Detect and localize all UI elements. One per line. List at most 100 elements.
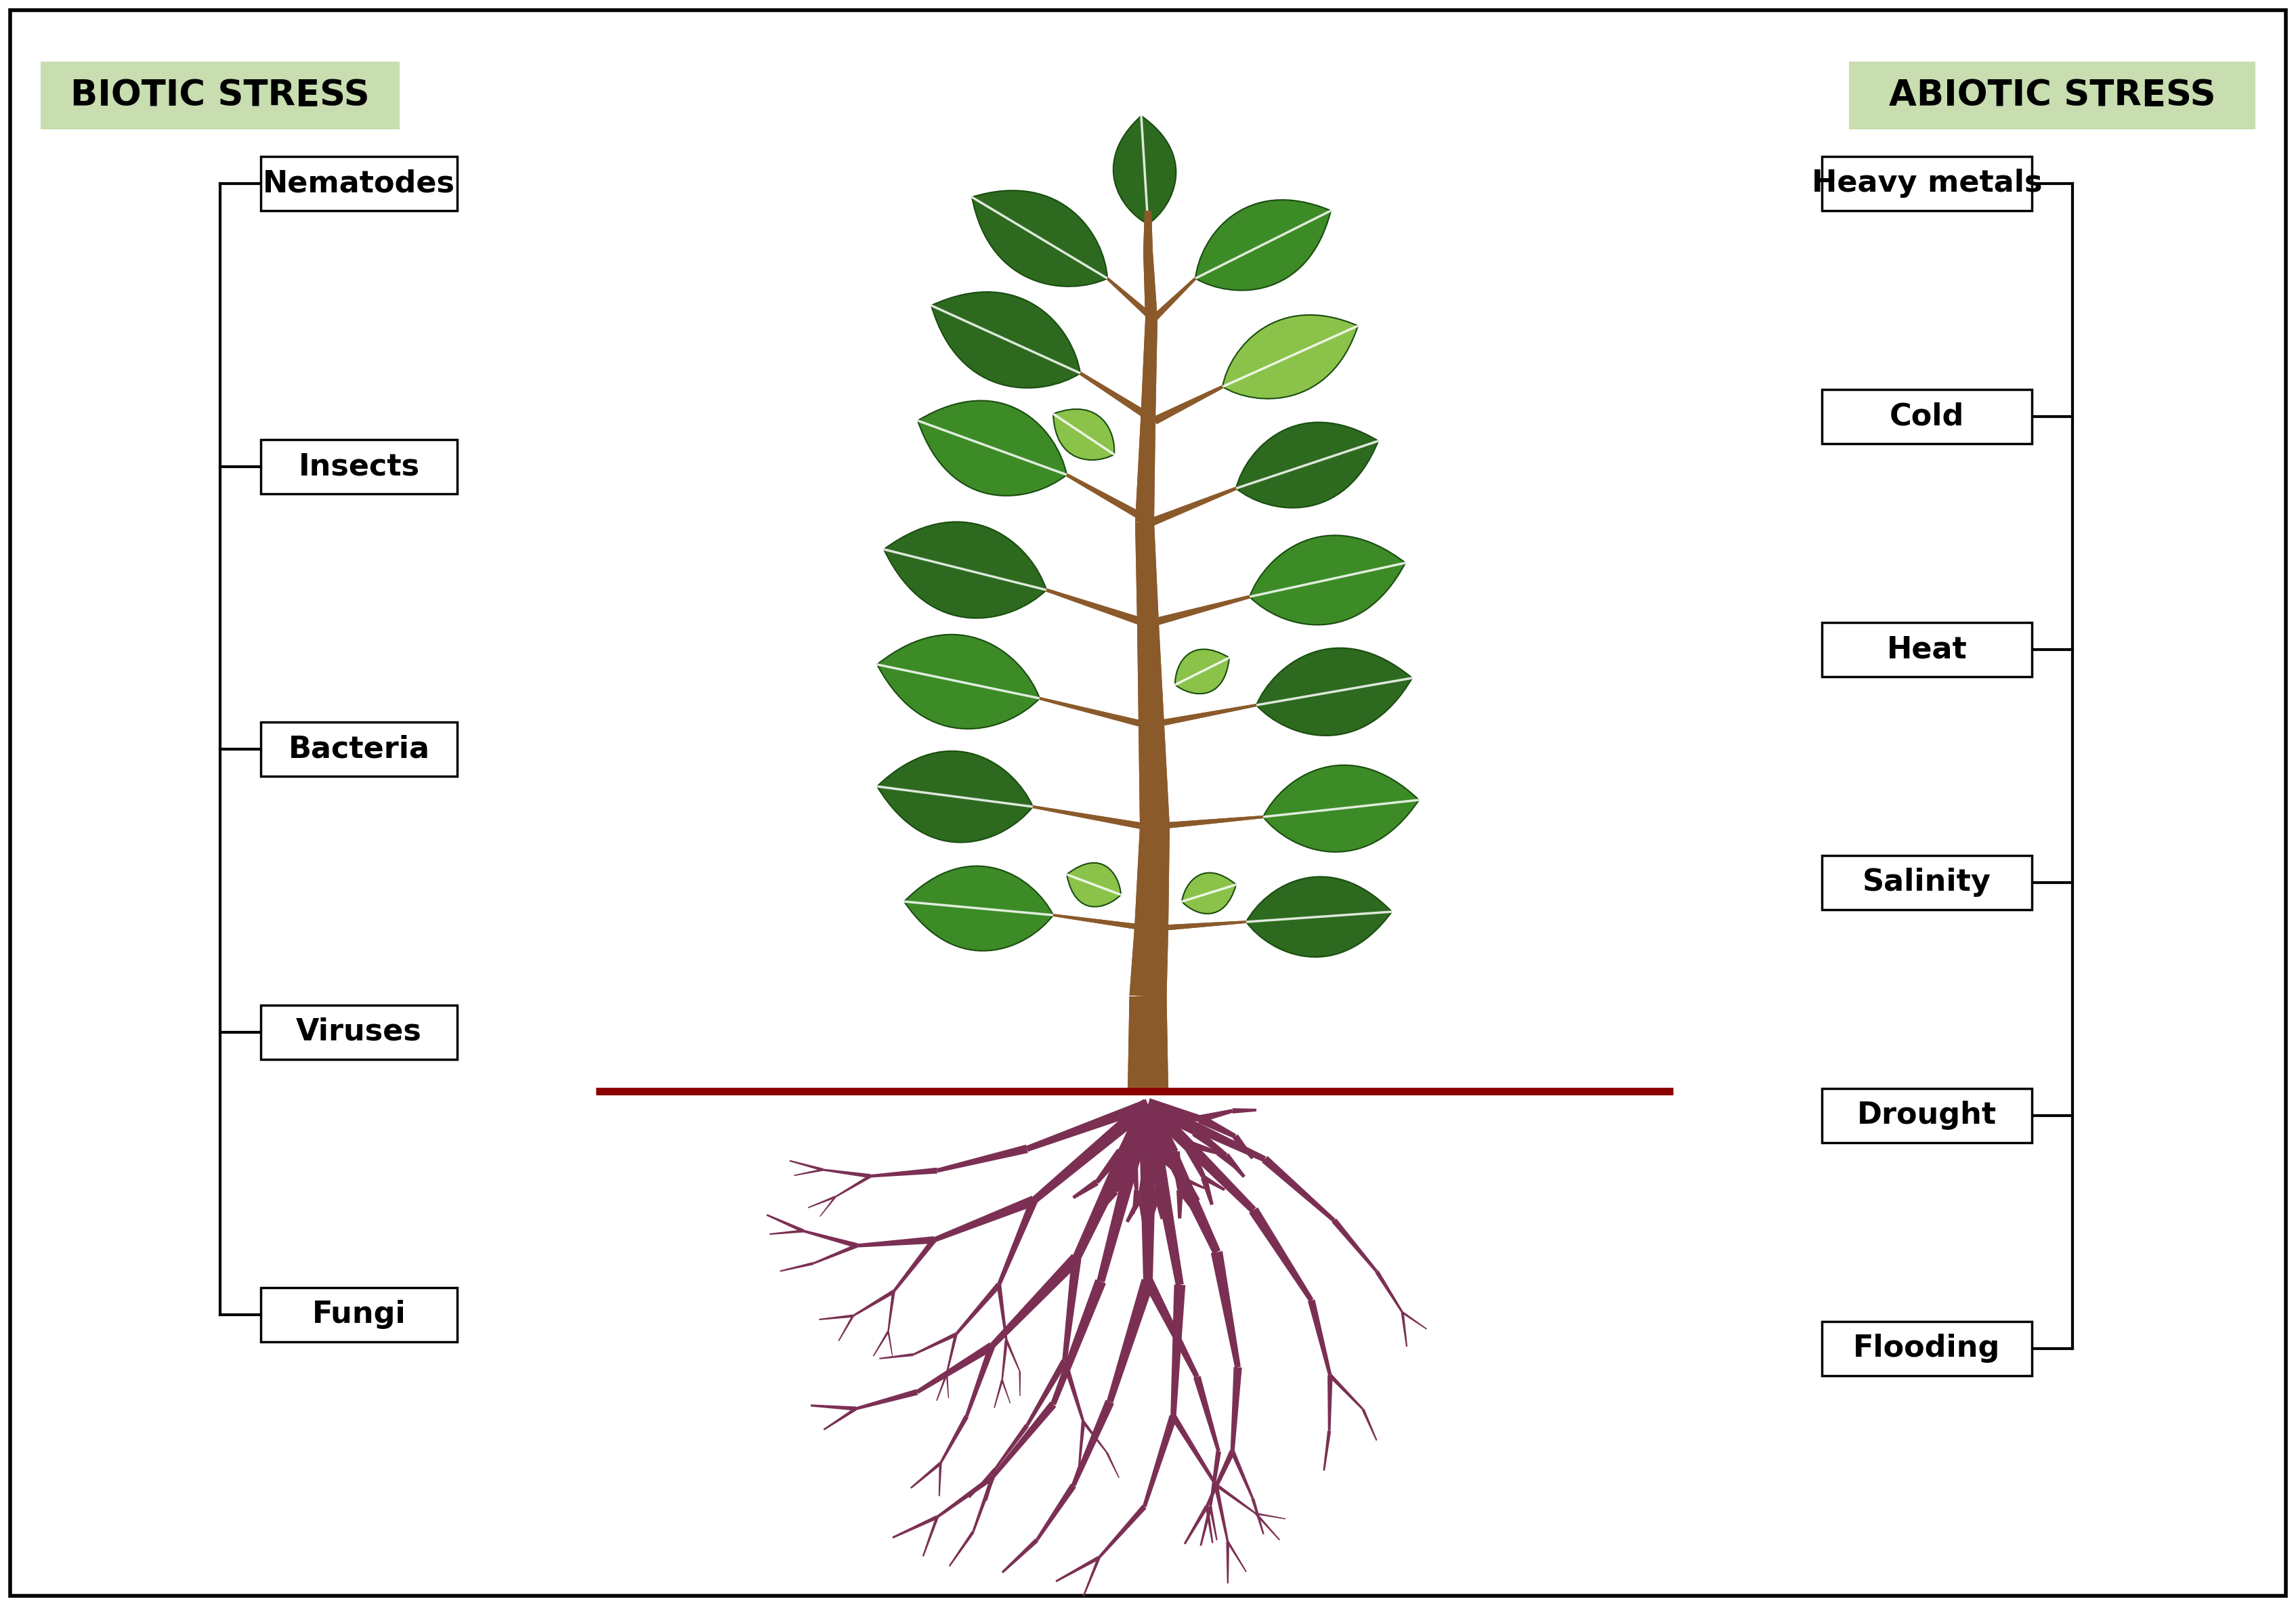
Text: Heat: Heat (1887, 634, 1968, 665)
Text: Nematodes: Nematodes (262, 169, 455, 198)
Text: Insects: Insects (298, 451, 420, 480)
Polygon shape (992, 1402, 1056, 1479)
Polygon shape (893, 1238, 937, 1293)
Polygon shape (1063, 1257, 1081, 1362)
Polygon shape (1137, 623, 1164, 726)
Polygon shape (1130, 928, 1169, 997)
Polygon shape (1079, 373, 1157, 424)
Polygon shape (1201, 1506, 1212, 1547)
Polygon shape (937, 1474, 994, 1518)
Polygon shape (1047, 588, 1150, 628)
Polygon shape (1256, 1513, 1281, 1540)
Polygon shape (1185, 1505, 1208, 1545)
PathPatch shape (1114, 116, 1176, 225)
Polygon shape (1134, 827, 1169, 930)
Polygon shape (1155, 1195, 1164, 1219)
FancyBboxPatch shape (9, 10, 2287, 1596)
Polygon shape (1141, 1102, 1221, 1254)
Polygon shape (820, 1196, 836, 1217)
Polygon shape (1079, 1421, 1086, 1468)
Polygon shape (1327, 1375, 1332, 1431)
Polygon shape (1199, 1110, 1233, 1123)
Polygon shape (914, 1333, 957, 1355)
Polygon shape (1107, 1452, 1120, 1478)
Polygon shape (1065, 474, 1153, 525)
Polygon shape (1134, 421, 1155, 522)
Polygon shape (1178, 1188, 1194, 1211)
Polygon shape (1141, 320, 1157, 421)
Polygon shape (1001, 1339, 1008, 1380)
Polygon shape (1249, 1208, 1313, 1302)
Polygon shape (946, 1373, 948, 1399)
Polygon shape (1153, 385, 1224, 424)
PathPatch shape (1249, 535, 1405, 625)
Text: Bacteria: Bacteria (289, 734, 429, 764)
PathPatch shape (1235, 422, 1378, 507)
Polygon shape (1095, 1148, 1125, 1184)
FancyBboxPatch shape (262, 723, 457, 776)
Polygon shape (836, 1174, 872, 1198)
PathPatch shape (1256, 647, 1412, 736)
FancyBboxPatch shape (41, 61, 400, 130)
Text: Cold: Cold (1890, 402, 1965, 430)
Polygon shape (1143, 251, 1157, 320)
Polygon shape (1063, 1360, 1084, 1423)
Polygon shape (1143, 210, 1153, 251)
Polygon shape (1097, 1190, 1118, 1214)
Polygon shape (1150, 487, 1238, 527)
Polygon shape (1134, 421, 1155, 522)
Polygon shape (1040, 697, 1148, 729)
Polygon shape (767, 1214, 804, 1233)
Polygon shape (1127, 996, 1169, 1090)
Polygon shape (1143, 1278, 1199, 1378)
FancyBboxPatch shape (1823, 623, 2032, 676)
Polygon shape (1148, 596, 1249, 628)
Polygon shape (1309, 1299, 1332, 1376)
Polygon shape (1148, 816, 1263, 830)
Polygon shape (1226, 1540, 1247, 1572)
Polygon shape (1205, 1450, 1235, 1506)
Polygon shape (856, 1237, 934, 1248)
Polygon shape (1233, 1134, 1254, 1160)
Polygon shape (1185, 1179, 1201, 1201)
Polygon shape (889, 1291, 895, 1331)
Polygon shape (1171, 1415, 1217, 1486)
Polygon shape (985, 1468, 996, 1502)
Polygon shape (1185, 1139, 1219, 1155)
PathPatch shape (884, 522, 1047, 618)
Polygon shape (932, 1196, 1035, 1243)
Polygon shape (1134, 827, 1169, 930)
Polygon shape (879, 1354, 914, 1359)
Polygon shape (1231, 1367, 1242, 1452)
Polygon shape (1199, 1115, 1235, 1139)
Polygon shape (852, 1290, 895, 1317)
Polygon shape (1210, 1452, 1221, 1506)
Polygon shape (1084, 1558, 1100, 1596)
Polygon shape (1072, 1102, 1155, 1261)
Text: ABIOTIC STRESS: ABIOTIC STRESS (1890, 79, 2216, 112)
Polygon shape (1224, 1153, 1244, 1177)
Polygon shape (971, 1476, 994, 1532)
Polygon shape (1215, 1484, 1228, 1542)
Polygon shape (1182, 1140, 1205, 1179)
Polygon shape (1146, 1099, 1201, 1123)
Polygon shape (1139, 724, 1169, 827)
FancyBboxPatch shape (1823, 390, 2032, 443)
Polygon shape (1226, 1542, 1228, 1584)
Polygon shape (1215, 1484, 1256, 1514)
Polygon shape (1130, 1156, 1139, 1190)
Polygon shape (794, 1169, 824, 1176)
Polygon shape (1026, 1359, 1068, 1426)
Polygon shape (838, 1315, 854, 1341)
Polygon shape (1047, 588, 1150, 628)
Polygon shape (1322, 1431, 1332, 1471)
Polygon shape (1401, 1312, 1407, 1347)
Polygon shape (1033, 805, 1148, 830)
Polygon shape (946, 1335, 957, 1373)
PathPatch shape (1068, 862, 1120, 907)
Polygon shape (1132, 1190, 1139, 1214)
Polygon shape (1171, 1285, 1185, 1416)
Polygon shape (1081, 1421, 1107, 1453)
FancyBboxPatch shape (1823, 1322, 2032, 1376)
Polygon shape (1079, 373, 1157, 424)
